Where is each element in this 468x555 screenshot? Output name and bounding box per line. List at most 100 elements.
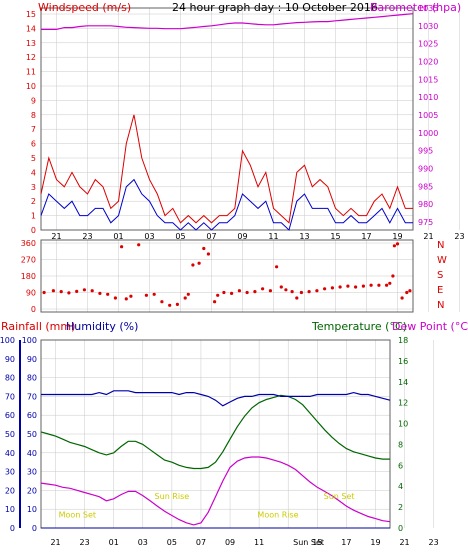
barometer-tick-label: 995 [418,147,433,156]
direction-point [129,294,133,298]
direction-panel-grid [41,240,460,312]
barometer-tick-label: 1025 [418,40,438,49]
time-label: 21 [50,538,60,547]
barometer-tick-label: 985 [418,182,433,191]
direction-point [183,296,187,300]
direction-point [144,293,148,297]
temperature-tick-label: 12 [398,399,408,408]
direction-point [284,288,288,292]
humidity-tick-label: 100 [22,336,37,345]
direction-point [346,284,350,288]
temperature-lines [40,390,391,529]
rainfall-tick-label: 10 [5,505,15,514]
time-label: 15 [312,538,322,547]
humidity-tick-label: 90 [27,355,37,364]
barometer-tick-label: 980 [418,200,433,209]
humidity-tick-label: 40 [27,449,37,458]
direction-tick-label: 180 [21,272,36,281]
direction-point [106,292,110,296]
astro-label: Moon Set [59,511,96,520]
rainfall-tick-label: 40 [5,449,15,458]
direction-point [186,292,190,296]
temperature-tick-label: 4 [398,482,403,491]
direction-point [152,292,156,296]
direction-point [124,297,128,301]
direction-point [408,289,412,293]
time-label: 19 [370,538,380,547]
direction-point [369,283,373,287]
time-label: 05 [175,232,185,241]
sunset-x-label: Sun Set [293,538,324,547]
direction-point [392,244,396,248]
barometer-tick-label: 975 [418,218,433,227]
direction-point [245,290,249,295]
wind-tick-label: 12 [26,53,36,62]
direction-point [202,246,206,251]
direction-point [168,303,172,307]
direction-panel-frame [40,239,414,313]
wind-tick-label: 7 [31,125,36,134]
direction-point [391,274,395,278]
barometer-axis-title: Barometer (hpa) [370,1,461,14]
direction-point [385,283,389,287]
time-label: 11 [254,538,264,547]
direction-point [290,290,294,294]
time-label: 23 [82,232,92,241]
barometer-tick-label: 1010 [418,93,438,102]
direction-point [323,287,327,291]
humidity-tick-label: 60 [27,411,37,420]
humidity-tick-label: 50 [27,430,37,439]
time-label: 17 [361,232,371,241]
direction-point [175,302,179,306]
temperature-line [40,394,390,470]
direction-point [354,285,358,289]
direction-point [90,289,94,293]
time-label: 19 [392,232,402,241]
rainfall-tick-label: 30 [5,468,15,477]
direction-point [261,287,265,291]
wind-panel-grid [41,8,460,231]
astro-label: Moon Rise [257,511,298,520]
direction-point [395,242,400,246]
direction-point [82,288,86,292]
rainfall-tick-label: 0 [10,524,15,533]
time-label: 13 [299,232,309,241]
dewpoint-line [40,456,391,526]
wind-tick-label: 3 [31,183,36,192]
barometer-tick-label: 990 [418,165,433,174]
wind-lines [40,13,414,231]
humidity-line [41,390,391,407]
direction-point [137,243,141,247]
humidity-tick-label: 70 [27,392,37,401]
rainfall-tick-label: 50 [5,430,15,439]
temperature-ticks: 0 2 4 6 8 10 12 14 16 18 [398,336,408,533]
barometer-tick-label: 1005 [418,111,438,120]
wind-tick-label: 6 [31,140,36,149]
direction-point [279,285,283,289]
time-label: 09 [225,538,235,547]
humidity-tick-label: 10 [27,505,37,514]
humidity-ticks: 0 10 20 30 40 50 60 70 80 90 100 [22,336,37,533]
time-label: 17 [341,538,351,547]
time-label: 07 [206,232,216,241]
wind-tick-label: 1 [31,212,36,221]
time-label: 23 [80,538,90,547]
direction-point [160,300,164,304]
compass-label: N [437,240,444,251]
temperature-x-ticks: 21 23 01 03 05 07 09 11 15 17 19 21 23 Sun Set [50,538,438,547]
direction-point [307,290,311,294]
direction-tick-label: 0 [31,305,36,314]
compass-label: W [437,255,447,266]
chart-title: 24 hour graph day : 10 October 2016 [172,1,378,14]
direction-points [42,242,412,307]
temperature-tick-label: 10 [398,420,408,429]
astro-annotations: Moon Set Sun Rise Moon Rise Sun Set [59,492,355,520]
temperature-panel-grid [41,339,434,529]
direction-point [330,286,334,290]
wind-tick-label: 10 [26,82,36,91]
direction-point [400,296,404,300]
time-label: 07 [196,538,206,547]
compass-label: E [437,285,443,296]
time-label: 03 [144,232,154,241]
gust-line [40,178,413,231]
